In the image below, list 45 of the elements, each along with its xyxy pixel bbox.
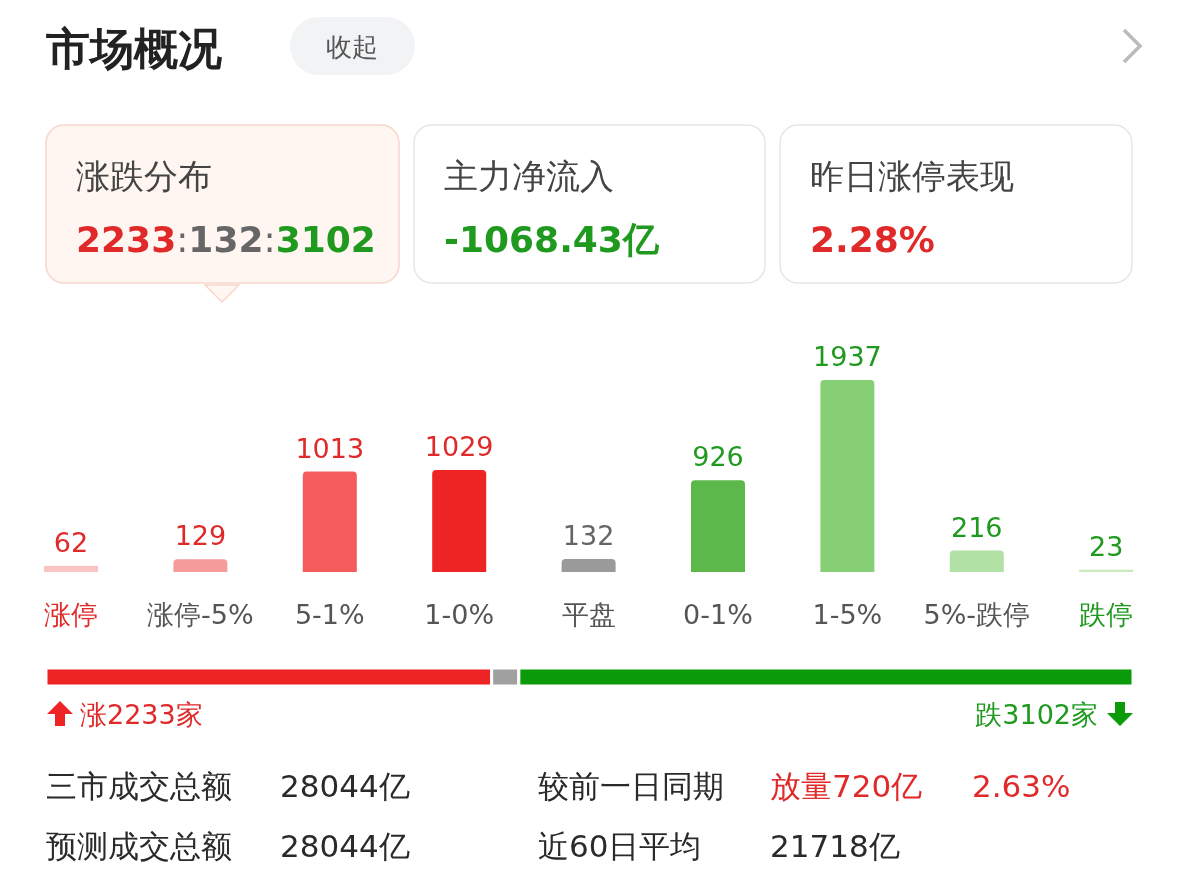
data-label: 129 (174, 520, 227, 552)
x-tick-label: 1-0% (424, 599, 495, 630)
bar (820, 380, 875, 572)
text: 28044亿 (280, 768, 410, 804)
text: 较前一日同期 (538, 768, 724, 804)
text: 2233:132:3102 (76, 219, 376, 260)
text: 21718亿 (770, 828, 900, 864)
text: 跌3102家 (975, 699, 1098, 730)
x-tick-label: 5%-跌停 (923, 599, 1031, 630)
data-label: 926 (692, 441, 744, 473)
text: 放量720亿 (770, 768, 923, 804)
data-label: 62 (53, 526, 89, 558)
data-label: 23 (1089, 530, 1124, 562)
text: -1068.43亿 (444, 219, 660, 260)
text: 预测成交总额 (46, 828, 232, 864)
text: 昨日涨停表现 (810, 156, 1014, 196)
text: 28044亿 (280, 828, 410, 864)
x-tick-label: 涨停-5% (147, 599, 254, 630)
text: 市场概况 (46, 23, 222, 74)
text: 2.63% (972, 768, 1071, 804)
bar (691, 480, 745, 572)
text: 涨跌分布 (76, 156, 212, 196)
x-tick-label: 跌停 (1079, 599, 1134, 630)
text: 2.28% (810, 219, 935, 260)
text: 近60日平均 (538, 828, 702, 864)
data-label: 216 (951, 511, 1003, 543)
data-label: 1937 (813, 341, 882, 372)
text: 主力净流入 (444, 156, 614, 196)
data-label: 1029 (424, 431, 494, 462)
text: 三市成交总额 (46, 768, 232, 804)
data-label: 1013 (295, 432, 365, 464)
text: 收起 (326, 32, 378, 62)
bar (173, 559, 228, 572)
x-tick-label: 5-1% (294, 599, 365, 630)
x-tick-label: 平盘 (561, 599, 616, 630)
x-tick-label: 涨停 (44, 599, 98, 630)
bar (44, 565, 98, 572)
bar (302, 471, 357, 572)
x-tick-label: 0-1% (683, 599, 753, 630)
x-tick-label: 1-5% (812, 599, 883, 630)
text: 涨2233家 (80, 699, 203, 730)
bar (561, 558, 616, 572)
data-label: 132 (562, 519, 615, 551)
bar (949, 550, 1004, 572)
bar (432, 470, 487, 572)
